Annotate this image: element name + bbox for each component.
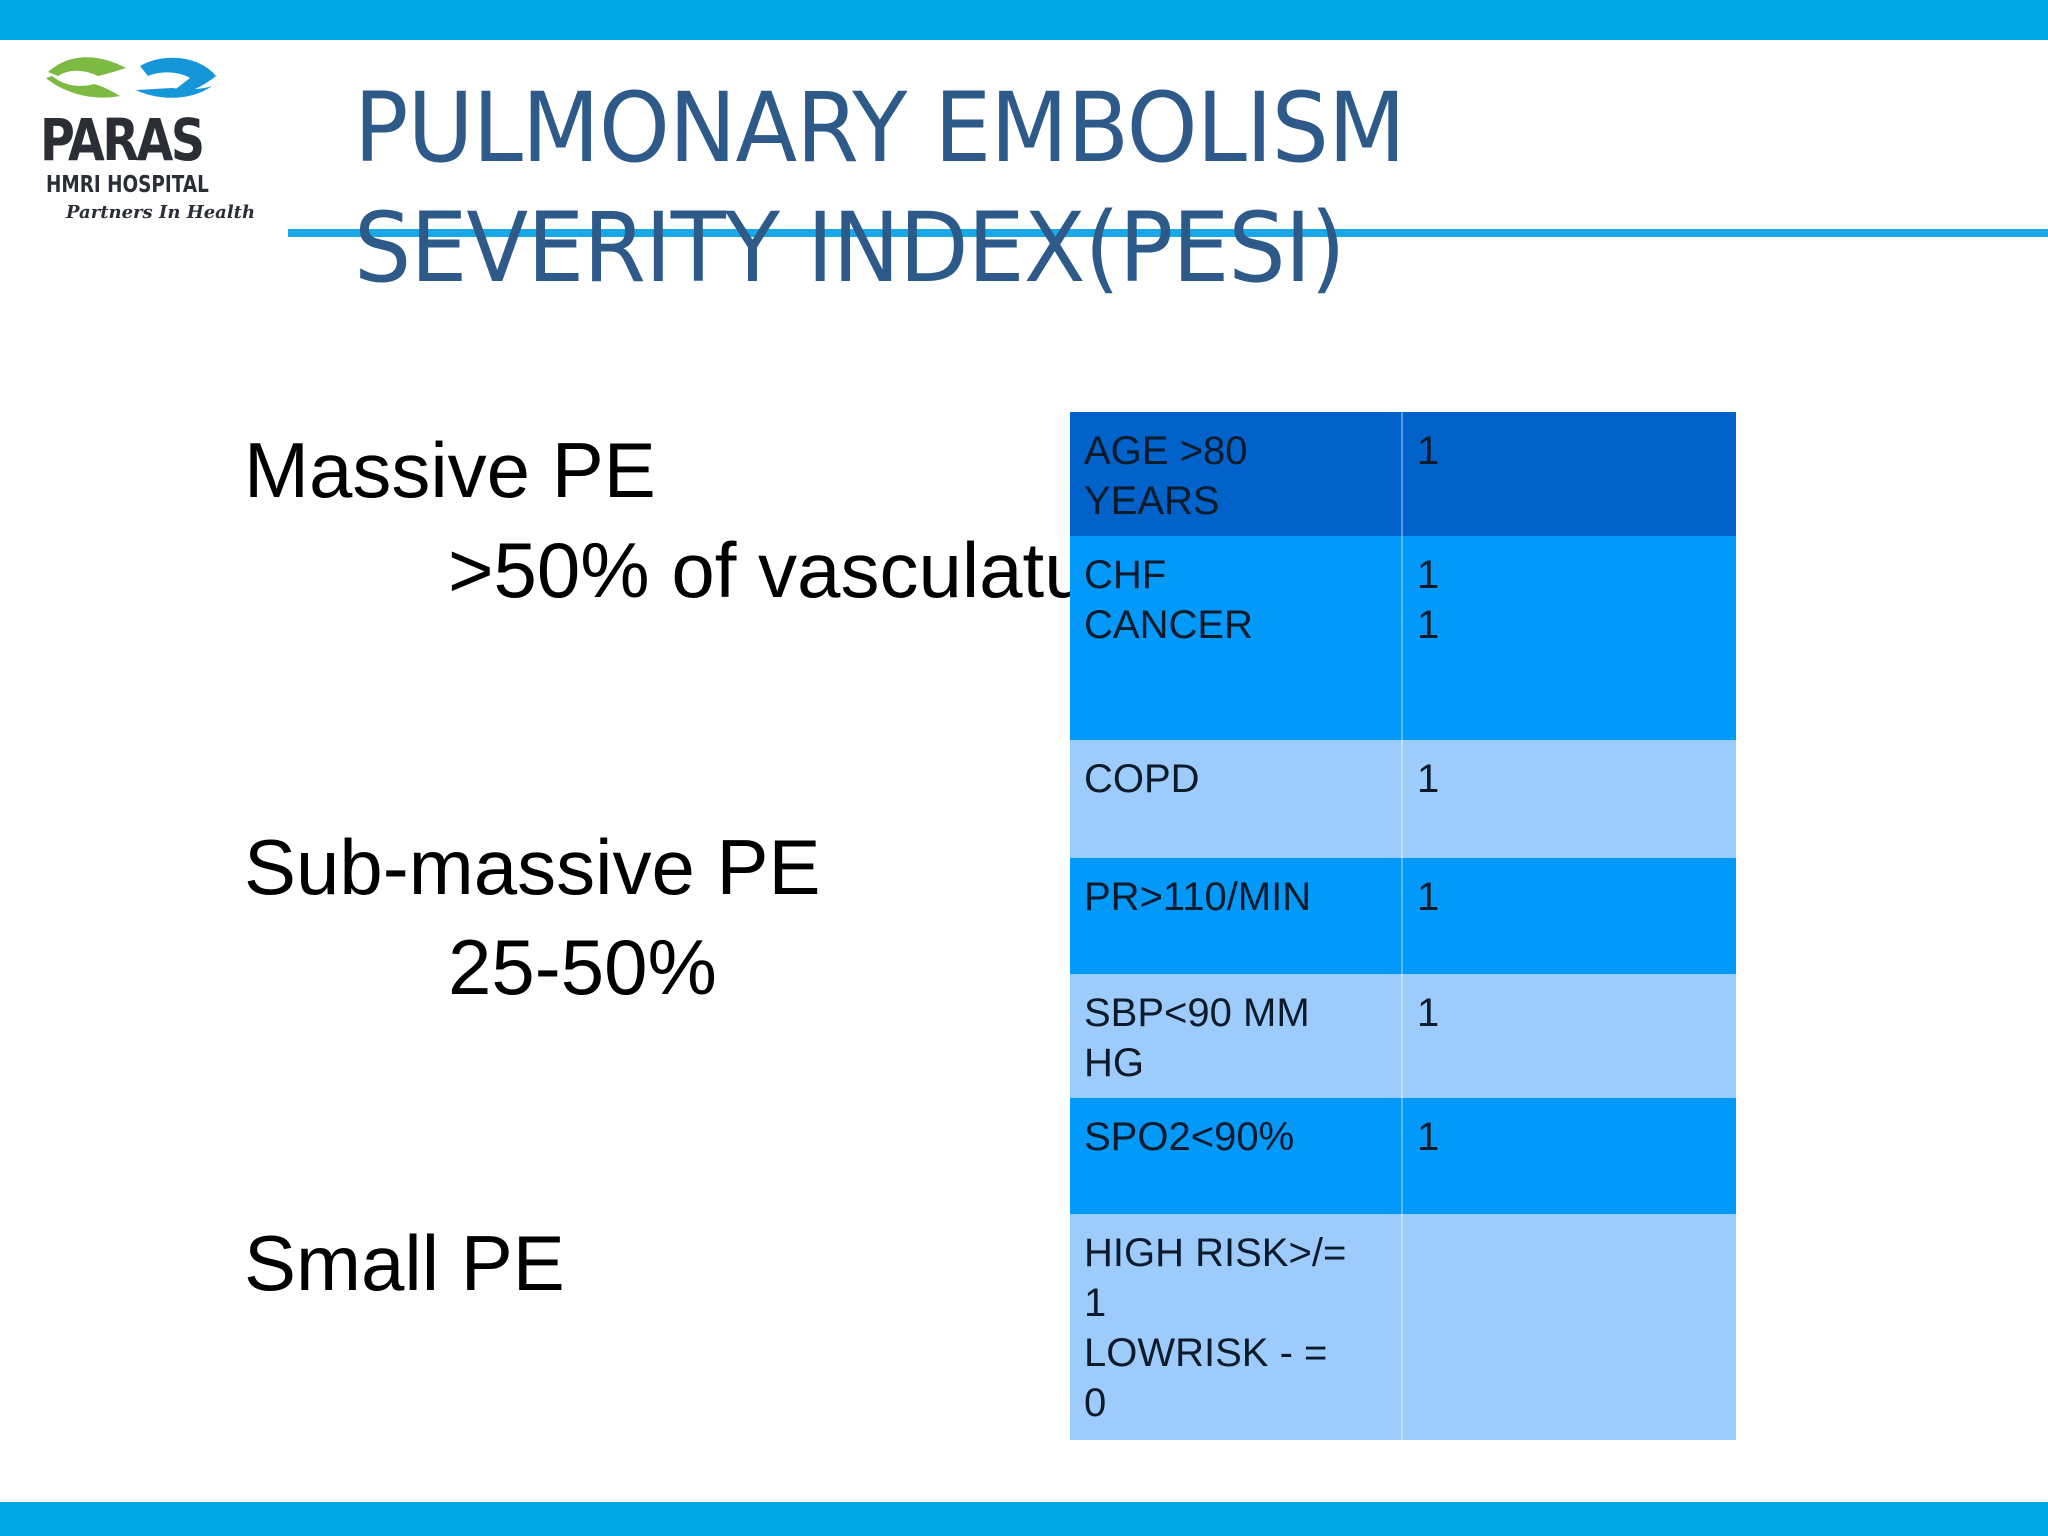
pesi-score-table: AGE >80 YEARS 1 CHF CANCER 1 1 COPD 1 PR… bbox=[1070, 412, 1736, 1440]
title-divider bbox=[288, 229, 2048, 237]
table-row: COPD 1 bbox=[1070, 740, 1736, 858]
criterion-cell: SPO2<90% bbox=[1070, 1098, 1403, 1214]
points-cell: 1 bbox=[1402, 412, 1736, 536]
submassive-pe-detail: 25-50% bbox=[448, 923, 717, 1011]
criterion-text: COPD bbox=[1084, 757, 1200, 801]
points-text: 1 bbox=[1417, 875, 1440, 919]
points-text: 1 bbox=[1417, 1115, 1440, 1159]
points-text: 1 bbox=[1417, 991, 1440, 1035]
criterion-cell: PR>110/MIN bbox=[1070, 858, 1403, 974]
hands-logo-icon bbox=[46, 57, 216, 98]
criterion-text: CHF CANCER bbox=[1084, 553, 1253, 647]
points-cell: 1 bbox=[1402, 974, 1736, 1098]
hospital-logo: PARAS HMRI HOSPITAL Partners In Health bbox=[40, 50, 255, 230]
points-cell: 1 bbox=[1402, 1098, 1736, 1214]
logo-subtitle: HMRI HOSPITAL bbox=[46, 172, 209, 198]
points-cell: 1 bbox=[1402, 858, 1736, 974]
table-row: AGE >80 YEARS 1 bbox=[1070, 412, 1736, 536]
criterion-cell: SBP<90 MM HG bbox=[1070, 974, 1403, 1098]
bottom-accent-bar bbox=[0, 1502, 2048, 1536]
slide-title-line-1: PULMONARY EMBOLISM bbox=[354, 72, 1406, 184]
top-accent-bar bbox=[0, 0, 2048, 40]
table-row: CHF CANCER 1 1 bbox=[1070, 536, 1736, 740]
small-pe-label: Small PE bbox=[244, 1219, 565, 1307]
logo-tagline: Partners In Health bbox=[66, 202, 256, 223]
criterion-text: SBP<90 MM HG bbox=[1084, 991, 1310, 1085]
points-text: 1 bbox=[1417, 757, 1440, 801]
criterion-cell: HIGH RISK>/= 1 LOWRISK - = 0 bbox=[1070, 1214, 1403, 1440]
table-row: HIGH RISK>/= 1 LOWRISK - = 0 bbox=[1070, 1214, 1736, 1440]
slide-title-line-2: SEVERITY INDEX(PESI) bbox=[354, 192, 1346, 304]
points-text: 1 1 bbox=[1417, 553, 1440, 647]
criterion-cell: CHF CANCER bbox=[1070, 536, 1403, 740]
criterion-text: HIGH RISK>/= 1 LOWRISK - = 0 bbox=[1084, 1231, 1347, 1425]
table-row: SPO2<90% 1 bbox=[1070, 1098, 1736, 1214]
points-text: 1 bbox=[1417, 429, 1440, 473]
criterion-text: PR>110/MIN bbox=[1084, 875, 1312, 919]
criterion-cell: COPD bbox=[1070, 740, 1403, 858]
criterion-text: AGE >80 YEARS bbox=[1084, 429, 1248, 523]
submassive-pe-label: Sub-massive PE bbox=[244, 823, 821, 911]
massive-pe-label: Massive PE bbox=[244, 426, 656, 514]
logo-wordmark: PARAS bbox=[40, 106, 205, 174]
points-cell bbox=[1402, 1214, 1736, 1440]
criterion-text: SPO2<90% bbox=[1084, 1115, 1295, 1159]
massive-pe-detail: >50% of vasculature bbox=[448, 526, 1157, 614]
points-cell: 1 1 bbox=[1402, 536, 1736, 740]
table-row: SBP<90 MM HG 1 bbox=[1070, 974, 1736, 1098]
points-cell: 1 bbox=[1402, 740, 1736, 858]
slide-title: PULMONARY EMBOLISM SEVERITY INDEX(PESI) bbox=[354, 68, 1406, 308]
criterion-cell: AGE >80 YEARS bbox=[1070, 412, 1403, 536]
table-row: PR>110/MIN 1 bbox=[1070, 858, 1736, 974]
